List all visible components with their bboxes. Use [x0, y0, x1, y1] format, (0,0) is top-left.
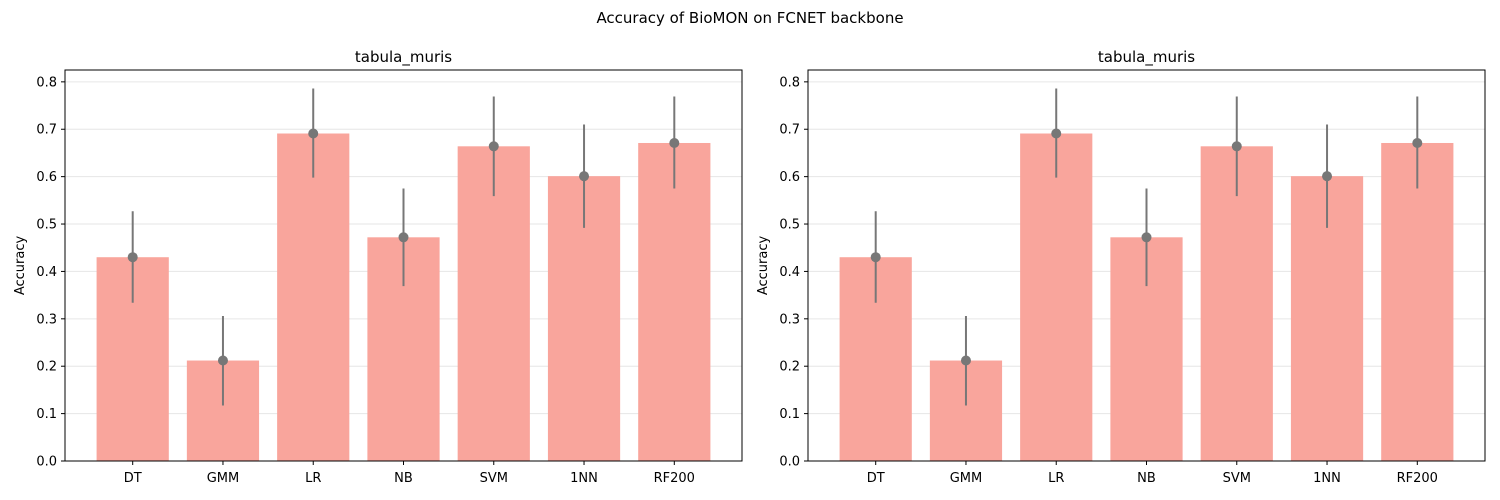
x-tick-label: RF200 [654, 471, 695, 486]
x-tick-label: 1NN [570, 471, 598, 486]
y-tick-label: 0.0 [779, 455, 800, 470]
x-tick-label: DT [867, 471, 885, 486]
x-tick-label: NB [394, 471, 413, 486]
mean-point-gmm [217, 355, 228, 366]
y-tick-label: 0.7 [779, 123, 800, 138]
bar-rf200 [638, 142, 711, 461]
x-tick-label: GMM [950, 471, 983, 486]
mean-point-rf200 [669, 137, 680, 148]
bar-svm [457, 146, 530, 461]
y-axis-label: Accuracy [756, 236, 771, 296]
mean-point-1nn [579, 171, 590, 182]
x-tick-label: SVM [480, 471, 508, 486]
figure-suptitle: Accuracy of BioMON on FCNET backbone [596, 9, 903, 27]
y-tick-label: 0.8 [779, 75, 800, 90]
mean-point-svm [1231, 141, 1242, 152]
y-tick-label: 0.1 [779, 407, 800, 422]
mean-point-gmm [960, 355, 971, 366]
x-tick-label: LR [305, 471, 321, 486]
x-tick-label: DT [124, 471, 142, 486]
bar-svm [1200, 146, 1273, 461]
mean-point-dt [127, 252, 138, 263]
x-tick-label: RF200 [1397, 471, 1438, 486]
y-tick-label: 0.2 [36, 360, 57, 375]
x-tick-label: GMM [207, 471, 240, 486]
x-tick-label: NB [1137, 471, 1156, 486]
mean-point-lr [1051, 128, 1062, 139]
x-tick-label: 1NN [1313, 471, 1341, 486]
mean-point-nb [398, 232, 409, 243]
y-tick-label: 0.6 [779, 170, 800, 185]
axes-frame [64, 69, 743, 462]
mean-point-1nn [1322, 171, 1333, 182]
x-tick-label: LR [1048, 471, 1064, 486]
mean-point-svm [488, 141, 499, 152]
y-tick-label: 0.5 [779, 218, 800, 233]
y-tick-label: 0.4 [36, 265, 57, 280]
axes-frame [807, 69, 1486, 462]
mean-point-rf200 [1412, 137, 1423, 148]
bar-rf200 [1381, 142, 1454, 461]
y-tick-label: 0.1 [36, 407, 57, 422]
y-tick-label: 0.0 [36, 455, 57, 470]
y-tick-label: 0.4 [779, 265, 800, 280]
y-tick-label: 0.6 [36, 170, 57, 185]
y-tick-label: 0.3 [779, 312, 800, 327]
y-tick-label: 0.3 [36, 312, 57, 327]
y-tick-label: 0.2 [779, 360, 800, 375]
x-tick-label: SVM [1223, 471, 1251, 486]
mean-point-nb [1141, 232, 1152, 243]
y-tick-label: 0.8 [36, 75, 57, 90]
mean-point-dt [870, 252, 881, 263]
chart-title: tabula_muris [1098, 48, 1195, 67]
chart-title: tabula_muris [355, 48, 452, 67]
mean-point-lr [308, 128, 319, 139]
bar-lr [1020, 133, 1093, 461]
bar-lr [277, 133, 350, 461]
y-tick-label: 0.5 [36, 218, 57, 233]
chart-panel-left: 0.0 0.1 0.2 0.3 0.4 0.5 0.6 0.7 0.8 DT GMM LR NB SVM 1… [13, 48, 743, 486]
y-tick-label: 0.7 [36, 123, 57, 138]
y-axis-label: Accuracy [13, 236, 28, 296]
chart-panel-right: 0.0 0.1 0.2 0.3 0.4 0.5 0.6 0.7 0.8 DT GMM LR NB SVM 1… [756, 48, 1486, 486]
